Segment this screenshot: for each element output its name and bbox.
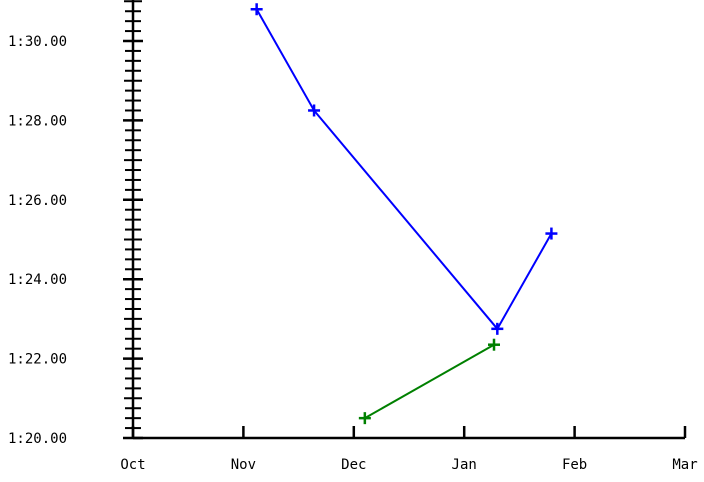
data-point-marker [545,227,558,240]
y-tick-label: 1:28.00 [8,113,67,129]
ticks [123,0,687,440]
data-point-marker [491,322,504,335]
y-tick-label: 1:30.00 [8,34,67,50]
x-tick-label: Jan [452,457,477,473]
series-group [250,3,558,425]
data-point-marker [250,3,263,16]
y-tick-label: 1:22.00 [8,352,67,368]
tick-labels: 1:20.00 1:22.00 1:24.00 1:26.00 1:28.00 1:30.… [8,34,698,473]
y-tick-label: 1:24.00 [8,272,67,288]
data-point-marker [358,412,371,425]
series-line-1 [255,8,553,331]
x-tick-label: Mar [672,457,697,473]
x-tick-label: Nov [231,457,256,473]
y-tick-label: 1:26.00 [8,193,67,209]
x-tick-label: Dec [341,457,366,473]
x-tick-label: Feb [562,457,587,473]
y-tick-label: 1:20.00 [8,431,67,447]
data-point-marker [308,104,321,117]
data-point-marker [488,338,501,351]
series-line-2 [364,343,495,420]
axes [131,0,685,440]
x-tick-label: Oct [120,457,145,473]
